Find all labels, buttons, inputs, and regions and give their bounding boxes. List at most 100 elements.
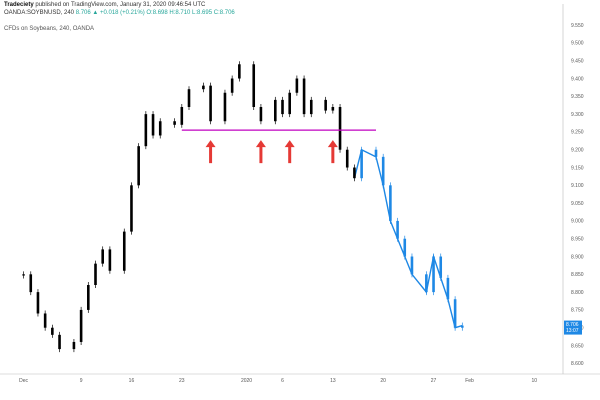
candle-body [281,99,284,115]
x-tick-label: 9 [80,378,83,384]
candle-body [72,341,76,350]
y-tick-label: 9.200 [571,148,584,154]
candle-body [144,114,148,147]
y-tick-label: 8.850 [571,272,584,278]
support-arrow-head [327,140,338,148]
candle-body [36,292,40,314]
x-tick-label: 13 [330,378,336,384]
y-tick-label: 9.050 [571,201,584,207]
candle-body [130,185,133,232]
x-tick-label: 27 [431,378,437,384]
last-price-label: 8.706 [566,322,579,328]
ohlc-values: 8.706 ▲ +0.018 (+0.21%) O:8.698 H:8.710 … [75,10,235,16]
candle-body [252,64,256,107]
x-tick-label: 16 [129,378,135,384]
support-arrow-head [205,140,216,148]
y-tick-label: 8.900 [571,254,584,260]
candle-body [223,92,227,122]
plot-area[interactable] [22,61,464,353]
candle-body [446,277,450,300]
candle-body [238,64,241,79]
y-tick-label: 9.450 [571,59,584,65]
candle-body [202,85,205,90]
candle-body [108,249,112,271]
candle-body [187,89,191,107]
support-arrow-head [255,140,266,148]
y-tick-label: 8.750 [571,308,584,314]
countdown-label: 13:07 [566,328,579,334]
candle-body [353,167,356,179]
candle-body [158,121,162,136]
candle-body [151,114,155,136]
candle-body [173,121,176,125]
y-tick-label: 9.000 [571,219,584,225]
y-tick-label: 9.100 [571,183,584,189]
candle-body [381,156,385,186]
candle-body [259,107,263,122]
y-tick-label: 8.800 [571,290,584,296]
candle-body [331,107,335,111]
candle-body [288,92,291,115]
candle-body [425,274,428,293]
candle-body [439,256,443,278]
candle-body [180,107,184,125]
y-tick-label: 9.400 [571,76,584,82]
candle-body [209,85,212,122]
last-price-badge [564,320,582,335]
candle-body [374,149,378,157]
candle-body [295,78,299,93]
candle-body [87,285,90,310]
candle-body [309,99,313,115]
annotations [181,129,376,164]
candle-body [58,334,61,350]
time-axis[interactable]: Dec 9 16 23 2020 6 13 20 27 Feb 10 [0,373,600,384]
candle-body [51,327,54,335]
y-tick-label: 8.600 [571,361,584,367]
candle-body [432,256,435,293]
x-tick-label: 10 [531,378,537,384]
x-tick-label: 20 [380,378,386,384]
candle-body [29,274,33,293]
candle-body [137,146,140,186]
x-tick-label: 6 [281,378,284,384]
x-tick-label: 2020 [241,378,252,384]
candle-body [79,309,83,342]
y-tick-label: 9.550 [571,23,584,29]
x-tick-label: Feb [465,378,474,384]
y-tick-label: 8.950 [571,237,584,243]
published-text: published on TradingView.com, January 31… [35,2,206,8]
y-tick-label: 9.250 [571,130,584,136]
candle-body [403,238,407,257]
candle-body [389,185,392,221]
price-line-series [353,148,463,329]
candle-body [338,107,342,150]
y-tick-label: 9.350 [571,94,584,100]
author-name: Tradeciety [4,2,34,8]
candle-body [122,231,126,271]
y-tick-label: 8.650 [571,343,584,349]
candle-body [345,149,349,168]
published-info: Tradeciety published on TradingView.com,… [4,2,205,8]
candle-body [360,149,363,179]
price-axis[interactable]: 9.550 9.500 9.450 9.400 9.350 9.300 9.250 9.200… [562,4,584,374]
y-tick-label: 9.500 [571,41,584,47]
candle-body [453,299,457,328]
candle-body [461,325,464,328]
candle-body [94,263,97,285]
candle-body [302,78,306,115]
x-tick-label: Dec [19,378,28,384]
candle-body [274,99,277,122]
candle-body [230,78,234,93]
candle-body [43,313,47,328]
symbol-label: OANDA:SOYBNUSD, 240 [4,10,75,16]
candle-body [324,99,327,111]
candle-body [410,256,414,275]
candle-body [396,220,399,239]
x-tick-label: 23 [179,378,185,384]
symbol-info: OANDA:SOYBNUSD, 240 8.706 ▲ +0.018 (+0.2… [4,10,235,16]
candle-body [101,249,104,264]
y-tick-label: 9.150 [571,165,584,171]
y-tick-label: 9.300 [571,112,584,118]
support-arrow-head [284,140,295,148]
